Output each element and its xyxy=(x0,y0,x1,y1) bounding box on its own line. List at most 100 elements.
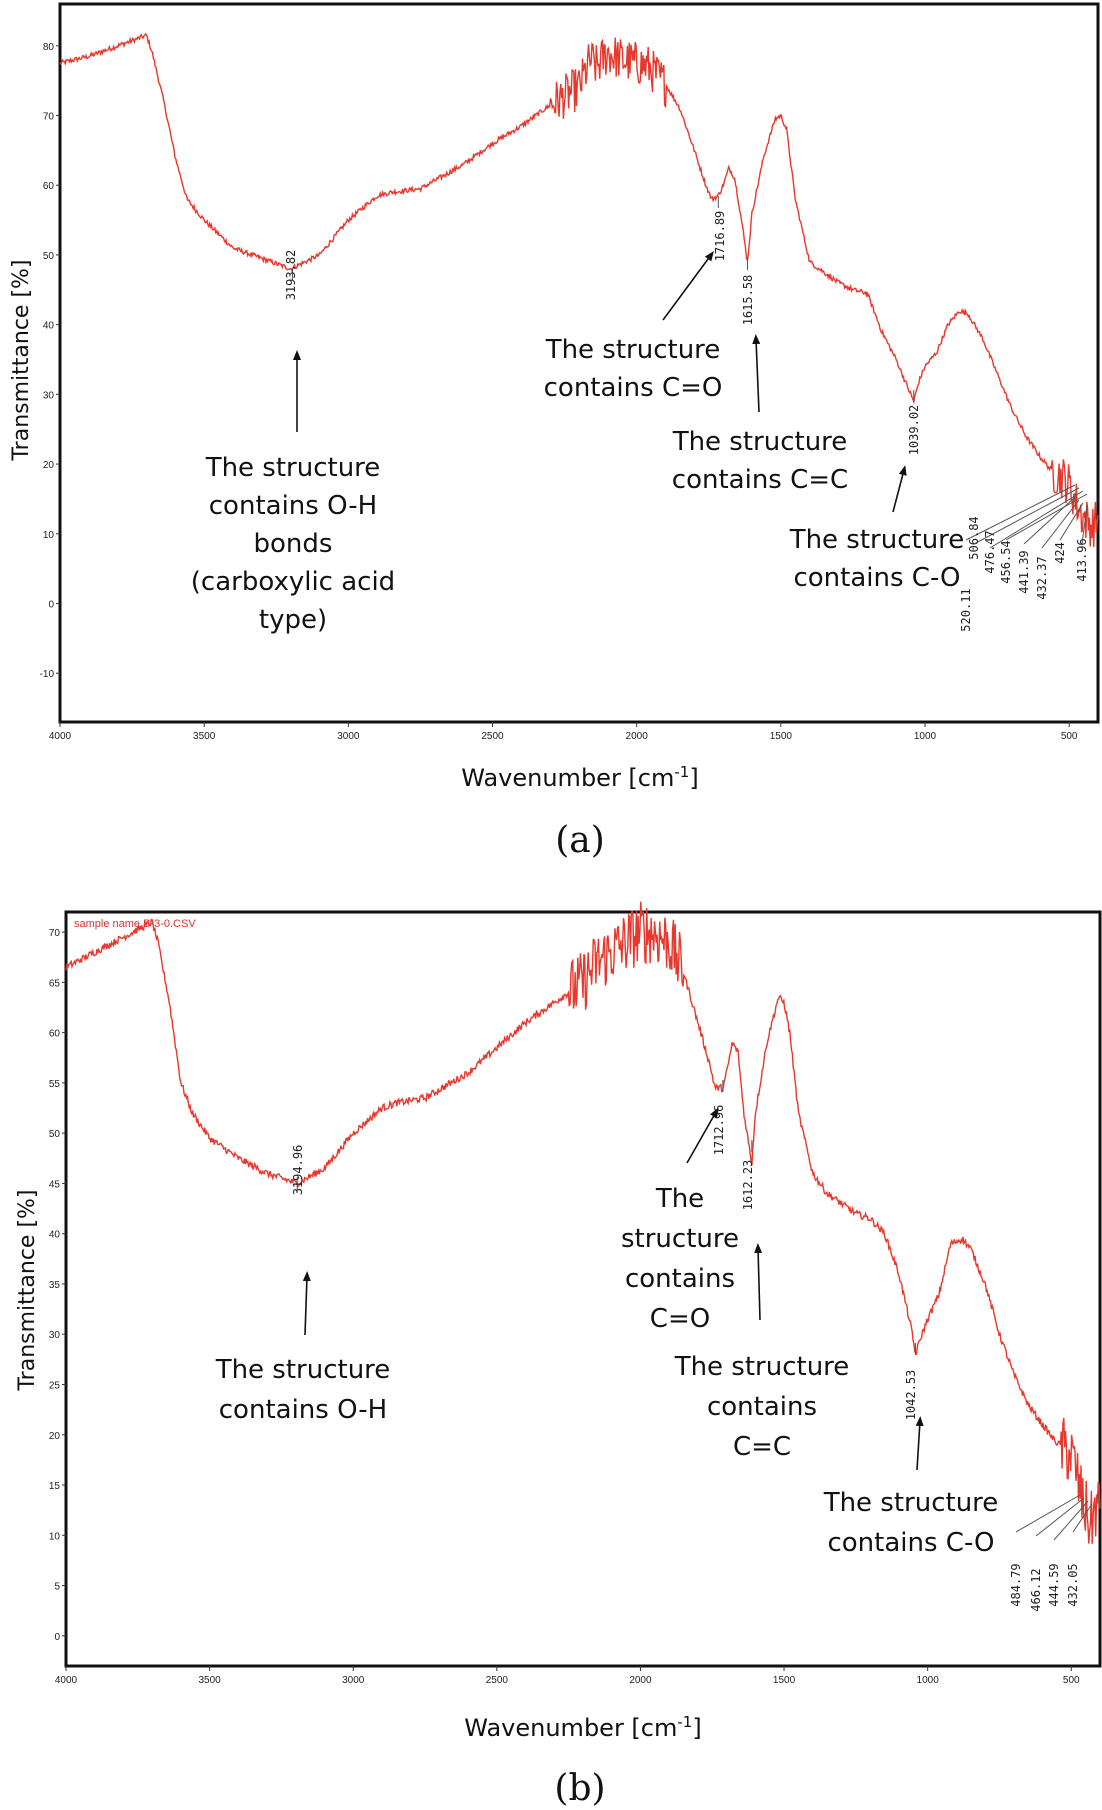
y-tick-label: -10 xyxy=(40,669,55,680)
peak-leader xyxy=(1035,1497,1085,1537)
peak-leader xyxy=(1072,1503,1093,1533)
y-tick-label: 70 xyxy=(49,928,61,939)
y-tick-label: 30 xyxy=(43,390,55,401)
peak-leader xyxy=(989,490,1084,549)
annotation-text: C=O xyxy=(650,1304,710,1334)
peak-label: 1615.58 xyxy=(741,275,755,326)
y-tick-label: 80 xyxy=(43,42,55,53)
peak-leader xyxy=(1015,1494,1081,1533)
x-tick-label: 3000 xyxy=(337,731,360,742)
x-tick-label: 3500 xyxy=(193,731,216,742)
annotation-text: contains xyxy=(625,1264,735,1294)
annotation-text: The structure xyxy=(672,427,848,457)
spectrum-line xyxy=(59,32,1099,548)
annotation-text: The structure xyxy=(545,335,721,365)
peak-leader xyxy=(1005,493,1088,541)
y-tick-label: 55 xyxy=(49,1079,61,1090)
peak-label: 476.47 xyxy=(983,530,997,573)
annotation-text: The structure xyxy=(674,1352,850,1382)
x-tick-label: 500 xyxy=(1063,1675,1080,1686)
x-tick-label: 1000 xyxy=(917,1675,940,1686)
panel-caption: (b) xyxy=(554,1768,605,1809)
annotation-arrow xyxy=(302,1271,311,1336)
peak-leader xyxy=(1081,505,1088,545)
peak-label: 3193.82 xyxy=(284,250,298,301)
annotation-text: The structure xyxy=(215,1355,391,1385)
peak-leader xyxy=(1023,496,1076,545)
y-tick-label: 60 xyxy=(49,1029,61,1040)
y-tick-label: 65 xyxy=(49,978,61,989)
x-tick-label: 1000 xyxy=(914,731,937,742)
y-tick-label: 10 xyxy=(43,530,55,541)
y-tick-label: 40 xyxy=(43,321,55,332)
annotation-text: contains C=C xyxy=(672,465,848,495)
annotation-text: structure xyxy=(621,1224,739,1254)
x-tick-label: 1500 xyxy=(770,731,793,742)
annotation-text: contains O-H xyxy=(219,1395,387,1425)
annotation-text: bonds xyxy=(254,529,333,559)
y-tick-label: 0 xyxy=(54,1632,60,1643)
annotation-arrow xyxy=(915,1416,924,1471)
chart-panel-a: 4000 3500 3000 2500 2000 1500 1000 500 80 70 60 50 4… xyxy=(9,2,1100,861)
annotation-text: The structure xyxy=(789,525,965,555)
peak-label: 424 xyxy=(1053,542,1067,564)
peak-label: 1712.96 xyxy=(712,1105,726,1156)
x-tick-label: 4000 xyxy=(55,1675,78,1686)
x-axis-label: Wavenumber [cm-1] xyxy=(464,1713,701,1742)
annotation-arrow xyxy=(686,1107,719,1164)
annotation-text: contains C-O xyxy=(793,563,960,593)
annotation-text: C=C xyxy=(733,1432,791,1462)
peak-leader xyxy=(1053,1500,1089,1541)
y-tick-label: 30 xyxy=(49,1330,61,1341)
peak-label: 1039.02 xyxy=(907,405,921,456)
y-tick-label: 5 xyxy=(54,1582,60,1593)
peak-label: 506.84 xyxy=(967,516,981,559)
x-tick-label: 2500 xyxy=(486,1675,509,1686)
y-tick-label: 15 xyxy=(49,1481,61,1492)
annotation-text: The structure xyxy=(823,1488,999,1518)
y-tick-label: 20 xyxy=(43,460,55,471)
plot-frame xyxy=(58,2,1100,724)
peak-label: 466.12 xyxy=(1029,1568,1043,1611)
annotation-text: contains C=O xyxy=(544,373,723,403)
peak-label: 441.39 xyxy=(1017,550,1031,593)
y-tick-label: 40 xyxy=(49,1230,61,1241)
x-tick-label: 3500 xyxy=(198,1675,221,1686)
peak-label: 1612.23 xyxy=(741,1160,755,1211)
annotation-text: contains xyxy=(707,1392,817,1422)
y-tick-label: 10 xyxy=(49,1531,61,1542)
peak-label: 456.54 xyxy=(999,540,1013,583)
annotation-text: contains O-H xyxy=(209,491,377,521)
annotation-text: (carboxylic acid xyxy=(191,567,395,597)
y-tick-label: 60 xyxy=(43,181,55,192)
x-tick-label: 2500 xyxy=(481,731,504,742)
peak-label: 3194.96 xyxy=(291,1145,305,1196)
x-axis-label: Wavenumber [cm-1] xyxy=(461,763,698,792)
x-tick-label: 2000 xyxy=(629,1675,652,1686)
peak-label: 484.79 xyxy=(1009,1563,1023,1606)
y-tick-label: 25 xyxy=(49,1381,61,1392)
chart-panel-b: 4000 3500 3000 2500 2000 1500 1000 500706560555… xyxy=(15,901,1102,1809)
y-tick-label: 0 xyxy=(48,599,54,610)
annotation-text: type) xyxy=(259,605,327,635)
y-tick-label: 50 xyxy=(49,1129,61,1140)
annotation-arrow xyxy=(752,334,761,413)
annotation-arrow xyxy=(754,1243,763,1321)
annotation-text: The structure xyxy=(205,453,381,483)
peak-leader xyxy=(1041,499,1080,549)
annotation-text: The xyxy=(655,1184,704,1214)
annotation-text: contains C-O xyxy=(827,1528,994,1558)
peak-leader xyxy=(973,487,1080,545)
annotation-arrow xyxy=(662,250,714,321)
plot-frame xyxy=(64,910,1102,1668)
peak-label: 413.96 xyxy=(1075,538,1089,581)
spectrum-line xyxy=(65,901,1101,1544)
y-tick-label: 35 xyxy=(49,1280,61,1291)
sample-name: sample name B-3-0.CSV xyxy=(74,918,196,930)
x-tick-label: 2000 xyxy=(626,731,649,742)
peak-leader xyxy=(1059,502,1084,541)
panel-caption: (a) xyxy=(555,820,605,861)
x-tick-label: 1500 xyxy=(773,1675,796,1686)
peak-label: 1042.53 xyxy=(904,1370,918,1421)
